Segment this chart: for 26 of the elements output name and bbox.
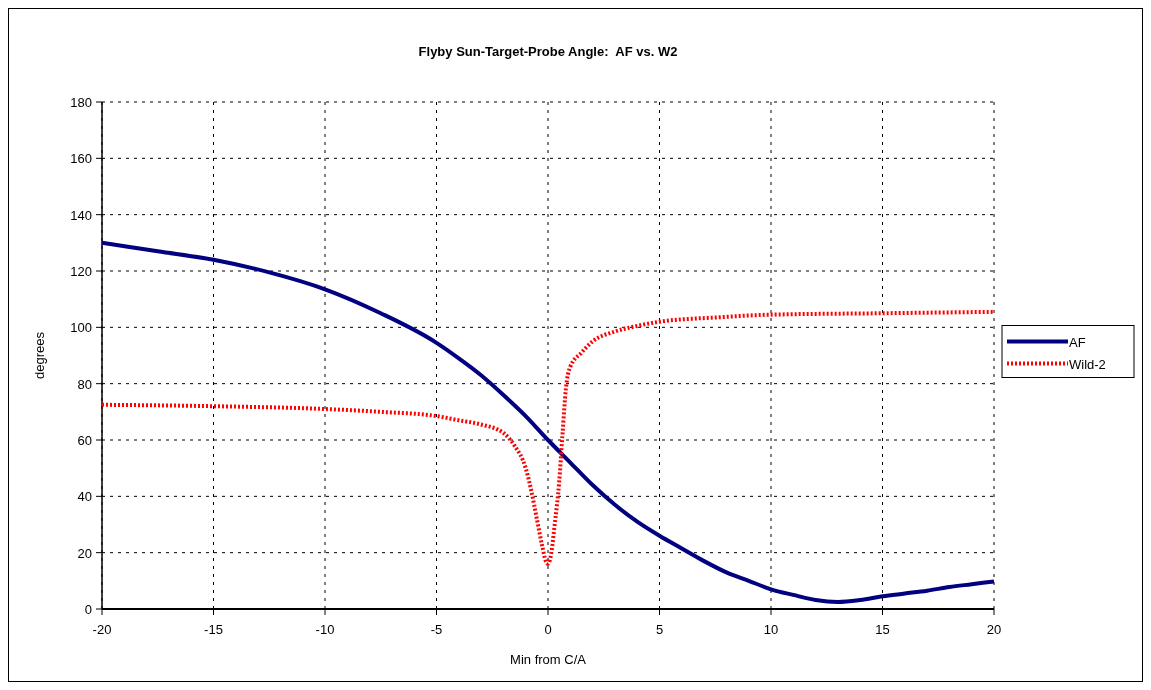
y-tick-label: 140 (70, 207, 92, 223)
x-tick-label: -10 (315, 622, 335, 637)
legend-label: Wild-2 (1069, 356, 1106, 372)
x-tick-label: 15 (875, 622, 890, 637)
y-tick-label: 60 (77, 433, 92, 448)
x-tick-label: -15 (204, 622, 223, 637)
x-tick-label: 10 (763, 622, 779, 637)
y-tick-label: 0 (84, 602, 92, 617)
line-series (100, 309, 996, 566)
legend-label: AF (1069, 334, 1086, 350)
x-tick-label: -20 (92, 622, 112, 637)
y-tick-label: 180 (70, 95, 92, 110)
x-axis-title: Min from C/A (510, 652, 587, 667)
y-tick-label: 20 (77, 545, 92, 561)
y-tick-label: 120 (70, 264, 92, 279)
x-tick-label: 5 (655, 622, 664, 637)
y-axis-title: degrees (32, 331, 47, 379)
chart-title: Flyby Sun-Target-Probe Angle: AF vs. W2 (418, 44, 678, 59)
x-tick-label: -5 (430, 622, 443, 637)
x-tick-label: 0 (544, 622, 552, 637)
y-tick-label: 160 (70, 151, 92, 167)
x-tick-label: 20 (986, 622, 1002, 637)
line-series (100, 240, 996, 604)
y-tick-label: 40 (77, 489, 92, 505)
y-tick-label: 100 (70, 320, 92, 336)
y-tick-label: 80 (77, 376, 92, 392)
